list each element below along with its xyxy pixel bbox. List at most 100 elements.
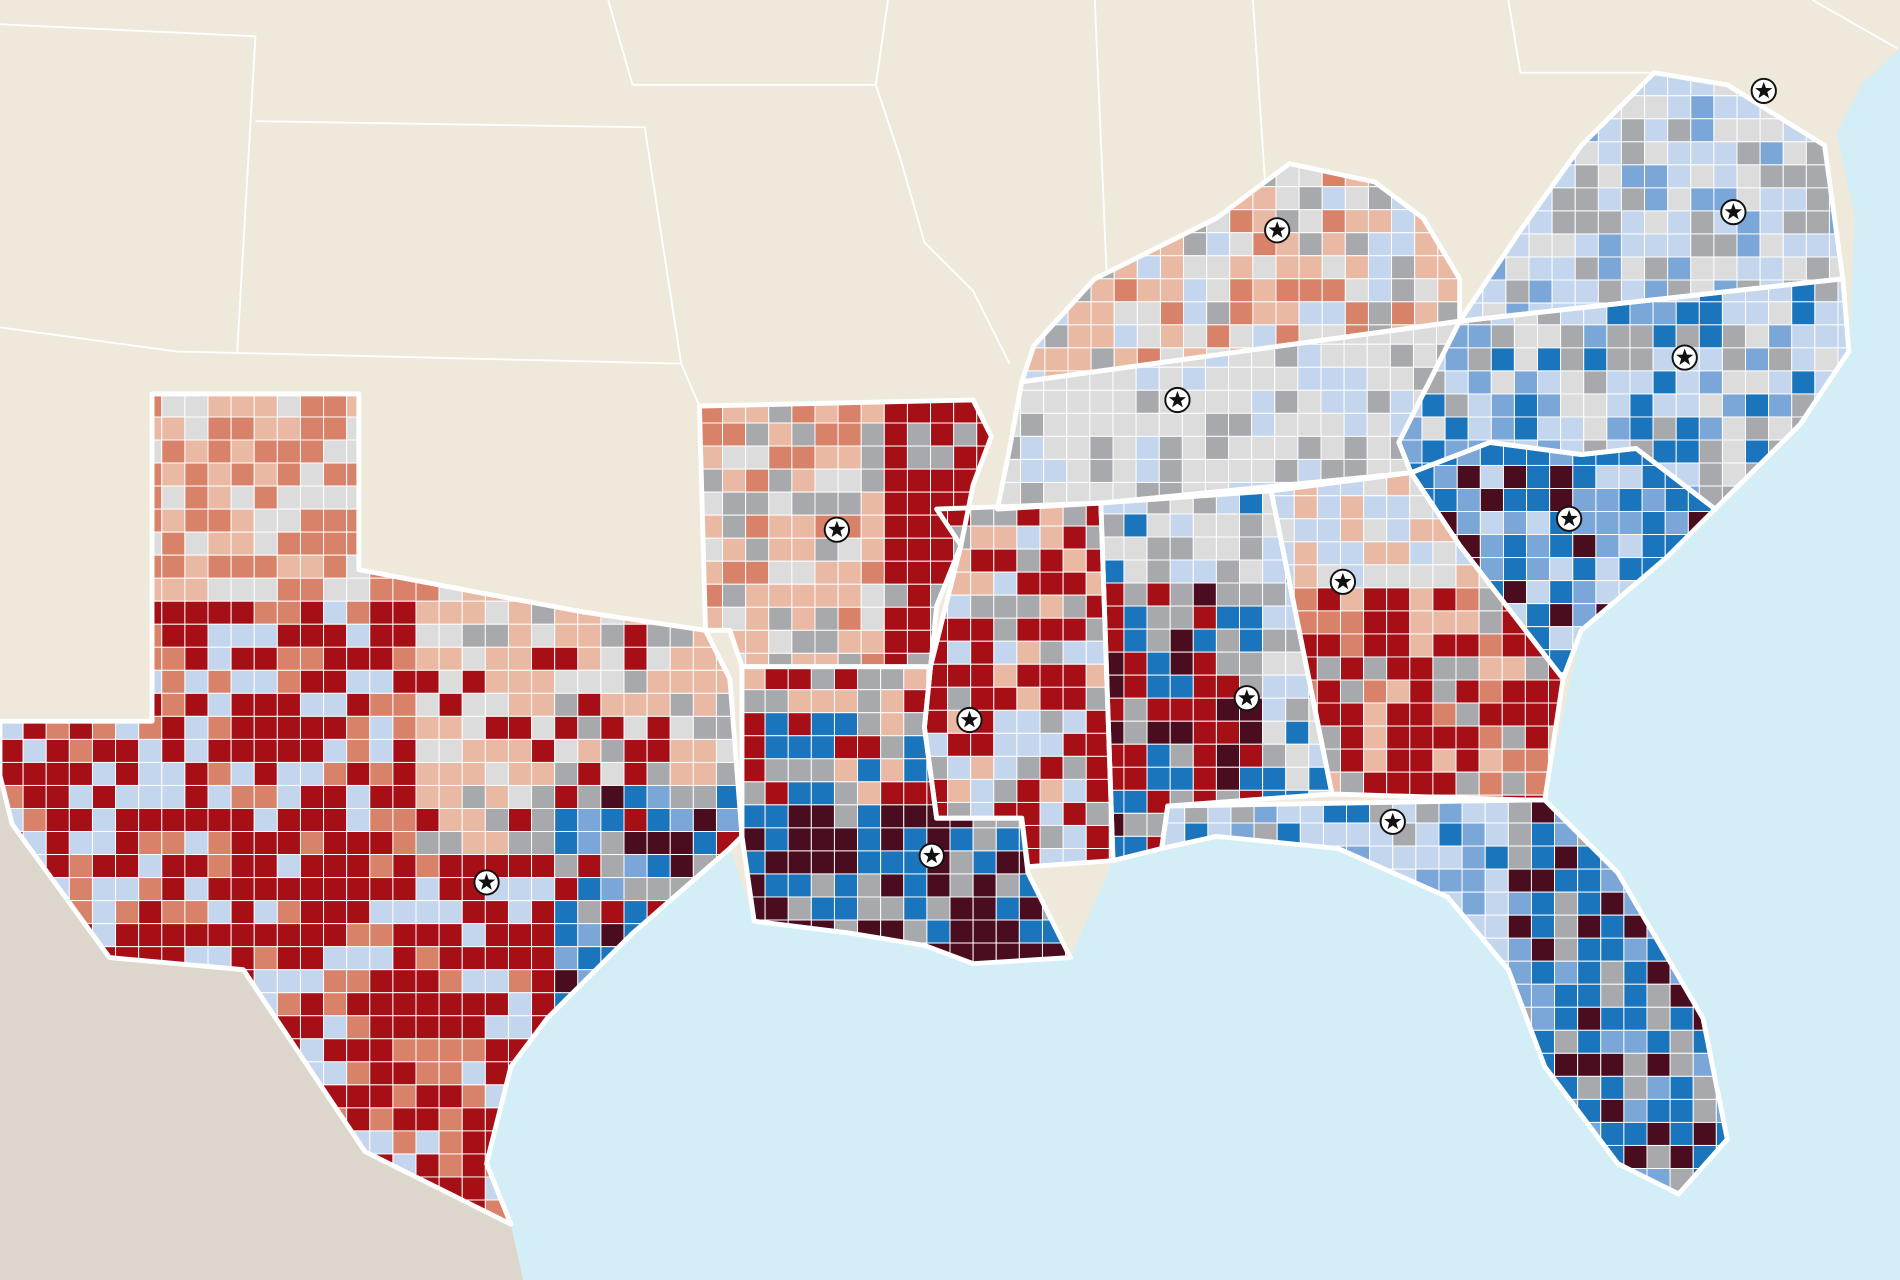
- county: [207, 531, 232, 556]
- county: [1574, 279, 1599, 304]
- county: [1386, 541, 1411, 566]
- county: [1321, 209, 1346, 234]
- county: [392, 692, 417, 717]
- county: [1018, 919, 1043, 944]
- county: [722, 422, 747, 447]
- county: [1606, 393, 1631, 418]
- county: [1386, 564, 1411, 589]
- county: [438, 738, 463, 763]
- county: [1039, 755, 1064, 780]
- county: [207, 416, 232, 441]
- county: [1090, 324, 1115, 349]
- county: [68, 761, 93, 786]
- county: [276, 669, 301, 694]
- county: [833, 873, 859, 898]
- county: [346, 784, 371, 809]
- county: [115, 854, 140, 879]
- county: [860, 606, 885, 631]
- county: [970, 732, 995, 757]
- county: [768, 537, 793, 562]
- county: [184, 646, 209, 671]
- county: [1367, 209, 1393, 234]
- county: [1646, 1052, 1671, 1077]
- county: [1692, 1098, 1717, 1123]
- county: [1644, 256, 1669, 281]
- county: [722, 560, 747, 585]
- county: [461, 808, 486, 832]
- county: [1020, 458, 1045, 483]
- county: [438, 646, 463, 671]
- county: [507, 692, 533, 717]
- county: [1386, 633, 1411, 658]
- county: [1016, 686, 1041, 711]
- county: [184, 808, 209, 832]
- county: [1644, 141, 1669, 166]
- county: [1386, 725, 1411, 750]
- county: [993, 778, 1018, 803]
- county: [906, 606, 932, 631]
- county: [1675, 301, 1700, 326]
- county: [1297, 389, 1322, 414]
- county: [577, 692, 602, 717]
- county: [1062, 709, 1087, 734]
- county: [791, 491, 816, 516]
- county: [1206, 232, 1231, 257]
- county: [1600, 891, 1625, 916]
- county: [484, 1015, 509, 1040]
- county: [1346, 822, 1371, 847]
- county: [1526, 603, 1551, 628]
- county: [1020, 389, 1045, 414]
- county: [669, 854, 694, 879]
- county: [814, 629, 839, 654]
- county: [1228, 366, 1253, 391]
- county: [68, 738, 93, 763]
- county: [1274, 435, 1299, 460]
- county: [392, 738, 417, 763]
- county: [1479, 488, 1504, 512]
- county: [1293, 495, 1318, 520]
- county: [1386, 495, 1411, 520]
- county: [1560, 416, 1585, 441]
- county: [415, 761, 440, 786]
- county: [1262, 651, 1287, 676]
- county: [415, 600, 440, 625]
- county: [299, 900, 325, 925]
- county: [930, 537, 955, 562]
- county: [1293, 587, 1318, 612]
- county: [1667, 141, 1692, 166]
- county: [1363, 564, 1388, 589]
- county: [323, 554, 348, 579]
- county: [1389, 343, 1414, 368]
- county: [1344, 255, 1369, 280]
- county: [45, 761, 70, 786]
- county: [1574, 164, 1599, 189]
- county: [764, 689, 789, 714]
- county: [1782, 141, 1807, 166]
- county: [115, 831, 140, 856]
- county: [692, 715, 717, 740]
- county: [438, 854, 463, 879]
- county: [415, 738, 440, 763]
- county: [276, 738, 301, 763]
- county: [1715, 1121, 1728, 1146]
- county: [207, 900, 232, 925]
- county: [623, 692, 648, 717]
- county: [1759, 141, 1784, 166]
- county: [230, 831, 255, 856]
- county: [1600, 1029, 1625, 1054]
- county: [1467, 370, 1492, 395]
- county: [1554, 845, 1579, 870]
- county: [207, 738, 232, 763]
- county: [1146, 559, 1171, 584]
- county: [1713, 164, 1738, 189]
- county: [415, 900, 440, 925]
- county: [787, 735, 812, 760]
- county: [1618, 464, 1643, 489]
- county: [883, 560, 908, 585]
- county: [346, 831, 371, 856]
- county: [623, 784, 648, 809]
- county: [299, 485, 325, 510]
- county: [461, 1130, 486, 1155]
- county: [1721, 347, 1747, 372]
- county: [184, 738, 209, 763]
